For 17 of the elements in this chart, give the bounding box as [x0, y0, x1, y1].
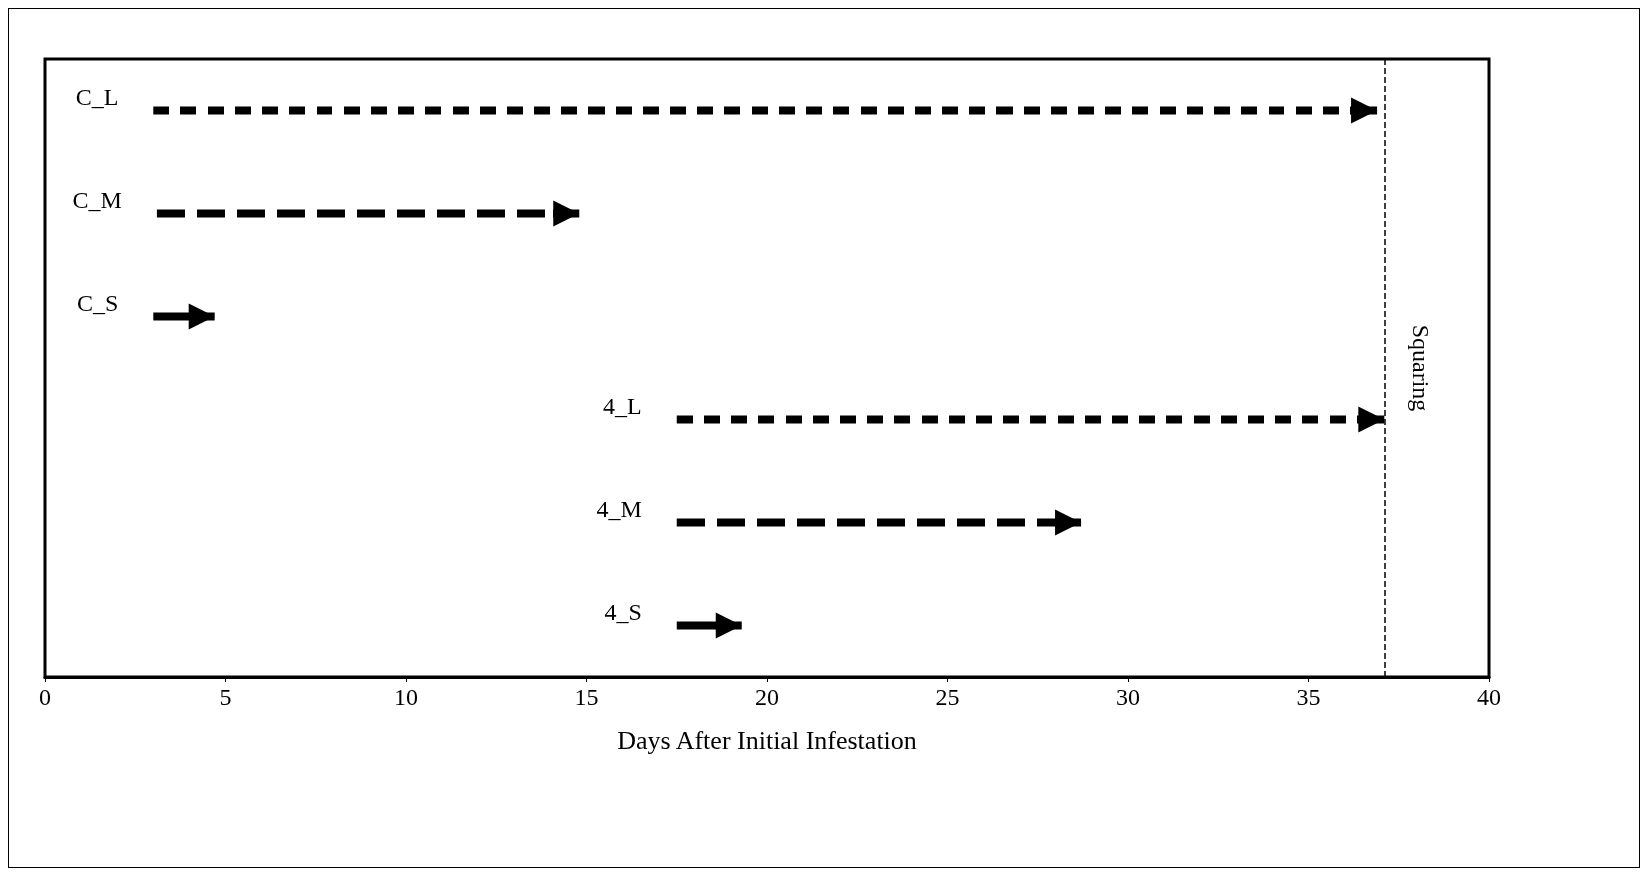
- y-tick-label: C_M: [72, 186, 122, 213]
- x-tick-label: 30: [1116, 684, 1140, 710]
- y-tick-label: C_L: [75, 83, 119, 110]
- x-tick-label: 15: [574, 684, 599, 710]
- x-tick-label: 5: [219, 684, 232, 710]
- x-tick-label: 10: [394, 684, 418, 710]
- y-tick-label: C_S: [76, 289, 119, 316]
- x-axis-title: Days After Initial Infestation: [617, 725, 917, 755]
- ref-line-label: Squaring: [1408, 324, 1435, 412]
- y-tick-label: 4_S: [604, 598, 642, 625]
- y-tick-label: 4_M: [596, 495, 642, 522]
- y-tick-label: 4_L: [603, 392, 642, 419]
- x-tick-label: 0: [39, 684, 51, 710]
- x-tick-label: 20: [755, 684, 779, 710]
- x-tick-label: 25: [935, 684, 960, 710]
- x-tick-label: 40: [1477, 684, 1501, 710]
- x-tick-label: 35: [1296, 684, 1321, 710]
